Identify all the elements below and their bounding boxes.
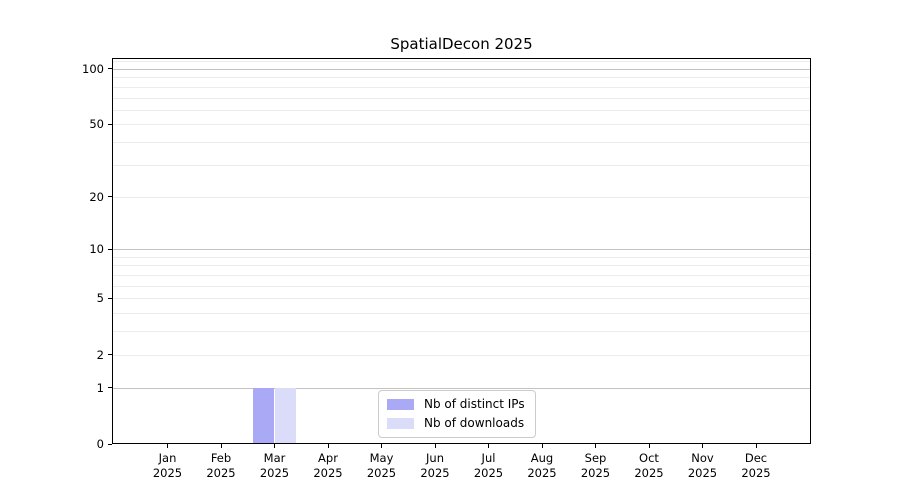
- x-tick-label: Feb 2025: [206, 451, 236, 480]
- gridline-minor: [112, 86, 811, 88]
- gridline-minor: [112, 164, 811, 166]
- x-tick-label: Mar 2025: [259, 451, 290, 480]
- legend-label-downloads: Nb of downloads: [424, 416, 525, 430]
- x-tick: [167, 444, 168, 448]
- gridline-minor: [112, 61, 811, 63]
- y-tick-label: 20: [89, 189, 104, 204]
- gridline-minor: [112, 331, 811, 333]
- x-tick-label: Aug 2025: [527, 451, 557, 480]
- legend-item-distinct-ips: Nb of distinct IPs: [387, 397, 525, 412]
- x-tick-label: Jul 2025: [473, 451, 504, 480]
- y-tick: [108, 354, 112, 356]
- gridline-minor: [112, 196, 811, 198]
- legend-label-distinct-ips: Nb of distinct IPs: [424, 397, 525, 411]
- gridline-major: [112, 68, 811, 70]
- gridline-minor: [112, 313, 811, 315]
- y-tick-label: 0: [96, 437, 104, 451]
- gridline-minor: [112, 124, 811, 126]
- y-tick-label: 100: [82, 61, 104, 76]
- x-tick: [434, 444, 436, 448]
- y-tick: [108, 297, 112, 299]
- y-tick-label: 10: [89, 242, 104, 257]
- gridline-major: [112, 249, 811, 251]
- x-tick-label: May 2025: [366, 451, 397, 480]
- gridline-major: [112, 387, 811, 389]
- y-tick: [108, 196, 112, 197]
- gridline-minor: [112, 354, 811, 356]
- gridline-minor: [112, 275, 811, 276]
- x-tick: [541, 444, 543, 448]
- gridline-minor: [112, 298, 811, 300]
- y-tick: [108, 387, 112, 389]
- x-tick-label: Oct 2025: [634, 451, 664, 480]
- legend-swatch-downloads: [387, 418, 414, 429]
- y-tick-label: 50: [89, 117, 104, 132]
- gridline-minor: [112, 265, 811, 267]
- x-tick-label: Nov 2025: [687, 451, 718, 480]
- gridline-minor: [112, 77, 811, 79]
- y-tick: [108, 68, 112, 70]
- x-tick-label: Dec 2025: [741, 451, 771, 480]
- y-tick: [108, 123, 112, 125]
- x-tick: [327, 444, 329, 448]
- y-tick: [108, 248, 112, 250]
- x-tick: [381, 444, 382, 448]
- plot-area: [112, 58, 811, 444]
- y-tick-label: 5: [96, 291, 104, 306]
- x-tick: [274, 444, 275, 448]
- gridline-minor: [112, 97, 811, 99]
- x-tick-label: Jan 2025: [152, 451, 183, 480]
- legend-item-downloads: Nb of downloads: [387, 416, 525, 431]
- x-tick: [648, 444, 650, 448]
- gridline-minor: [112, 285, 811, 287]
- chart-title: SpatialDecon 2025: [390, 35, 533, 53]
- legend-swatch-distinct-ips: [387, 399, 414, 410]
- legend: Nb of distinct IPs Nb of downloads: [378, 390, 536, 438]
- gridline-minor: [112, 142, 811, 144]
- y-tick-label: 2: [96, 347, 104, 362]
- y-tick-label: 1: [96, 380, 104, 395]
- x-tick-label: Sep 2025: [580, 451, 611, 480]
- gridline-minor: [112, 256, 811, 258]
- x-tick: [220, 444, 222, 448]
- x-tick: [488, 444, 489, 448]
- gridline-minor: [112, 109, 811, 111]
- x-tick: [595, 444, 596, 448]
- x-tick-label: Jun 2025: [420, 451, 450, 480]
- y-tick: [108, 443, 112, 445]
- bar-nb-of-distinct-ips: [253, 387, 275, 444]
- bar-nb-of-downloads: [274, 387, 296, 444]
- x-tick: [755, 444, 757, 448]
- x-tick: [702, 444, 703, 448]
- x-tick-label: Apr 2025: [313, 451, 343, 480]
